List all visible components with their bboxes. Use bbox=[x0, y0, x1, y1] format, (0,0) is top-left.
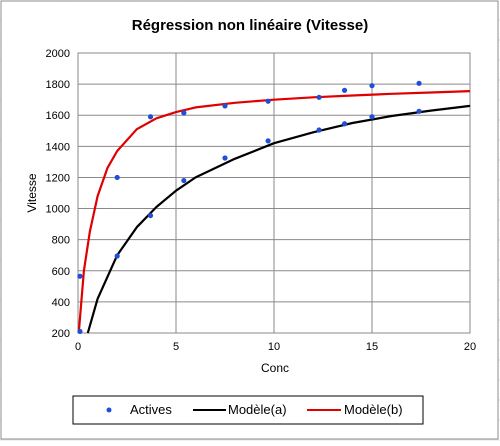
y-tick-labels: 200 400 600 800 1000 1200 1400 1600 1800 2000 bbox=[46, 48, 70, 340]
x-tick-label: 5 bbox=[173, 341, 179, 353]
data-point bbox=[181, 110, 187, 116]
plot-frame bbox=[77, 52, 471, 334]
data-point bbox=[416, 80, 422, 86]
series-line-1 bbox=[86, 104, 471, 334]
legend-marker-actives bbox=[106, 407, 112, 413]
series-line-2 bbox=[77, 90, 471, 330]
chart-title: Régression non linéaire (Vitesse) bbox=[132, 17, 368, 34]
data-point bbox=[147, 212, 154, 219]
y-tick-label: 1000 bbox=[46, 204, 70, 216]
data-point bbox=[147, 114, 154, 120]
y-tick-label: 1600 bbox=[46, 110, 70, 122]
y-tick-label: 800 bbox=[52, 235, 70, 247]
data-point bbox=[341, 121, 348, 127]
y-axis-label: Vitesse bbox=[25, 173, 39, 212]
series-layer bbox=[77, 80, 471, 335]
legend-label-modele-a: Modèle(a) bbox=[228, 402, 287, 417]
legend-label-actives: Actives bbox=[130, 402, 172, 417]
x-tick-label: 10 bbox=[268, 341, 280, 353]
data-point bbox=[316, 127, 322, 133]
data-point bbox=[77, 273, 83, 279]
data-point bbox=[265, 98, 271, 104]
data-point bbox=[181, 177, 187, 184]
x-tick-label: 0 bbox=[75, 341, 81, 353]
data-point bbox=[114, 174, 120, 181]
data-point bbox=[416, 108, 422, 114]
data-point bbox=[114, 253, 120, 259]
data-point bbox=[222, 155, 228, 161]
y-tick-label: 400 bbox=[52, 297, 70, 309]
y-tick-label: 1200 bbox=[46, 172, 70, 184]
x-tick-label: 20 bbox=[464, 341, 476, 353]
y-tick-label: 2000 bbox=[46, 48, 70, 60]
x-tick-label: 15 bbox=[366, 341, 378, 353]
data-point bbox=[222, 103, 228, 109]
x-axis-label: Conc bbox=[261, 361, 289, 375]
legend-box bbox=[72, 395, 424, 425]
y-tick-label: 200 bbox=[52, 328, 70, 340]
legend-label-modele-b: Modèle(b) bbox=[344, 402, 403, 417]
data-point bbox=[369, 83, 375, 89]
y-tick-label: 600 bbox=[52, 266, 70, 278]
x-tick-labels: 0 5 10 15 20 bbox=[75, 341, 476, 353]
y-tick-label: 1400 bbox=[46, 141, 70, 153]
data-point bbox=[316, 94, 322, 100]
y-tick-label: 1800 bbox=[46, 79, 70, 91]
data-point bbox=[341, 87, 348, 93]
data-point bbox=[369, 114, 375, 120]
data-point bbox=[77, 328, 83, 335]
data-point bbox=[265, 138, 271, 144]
